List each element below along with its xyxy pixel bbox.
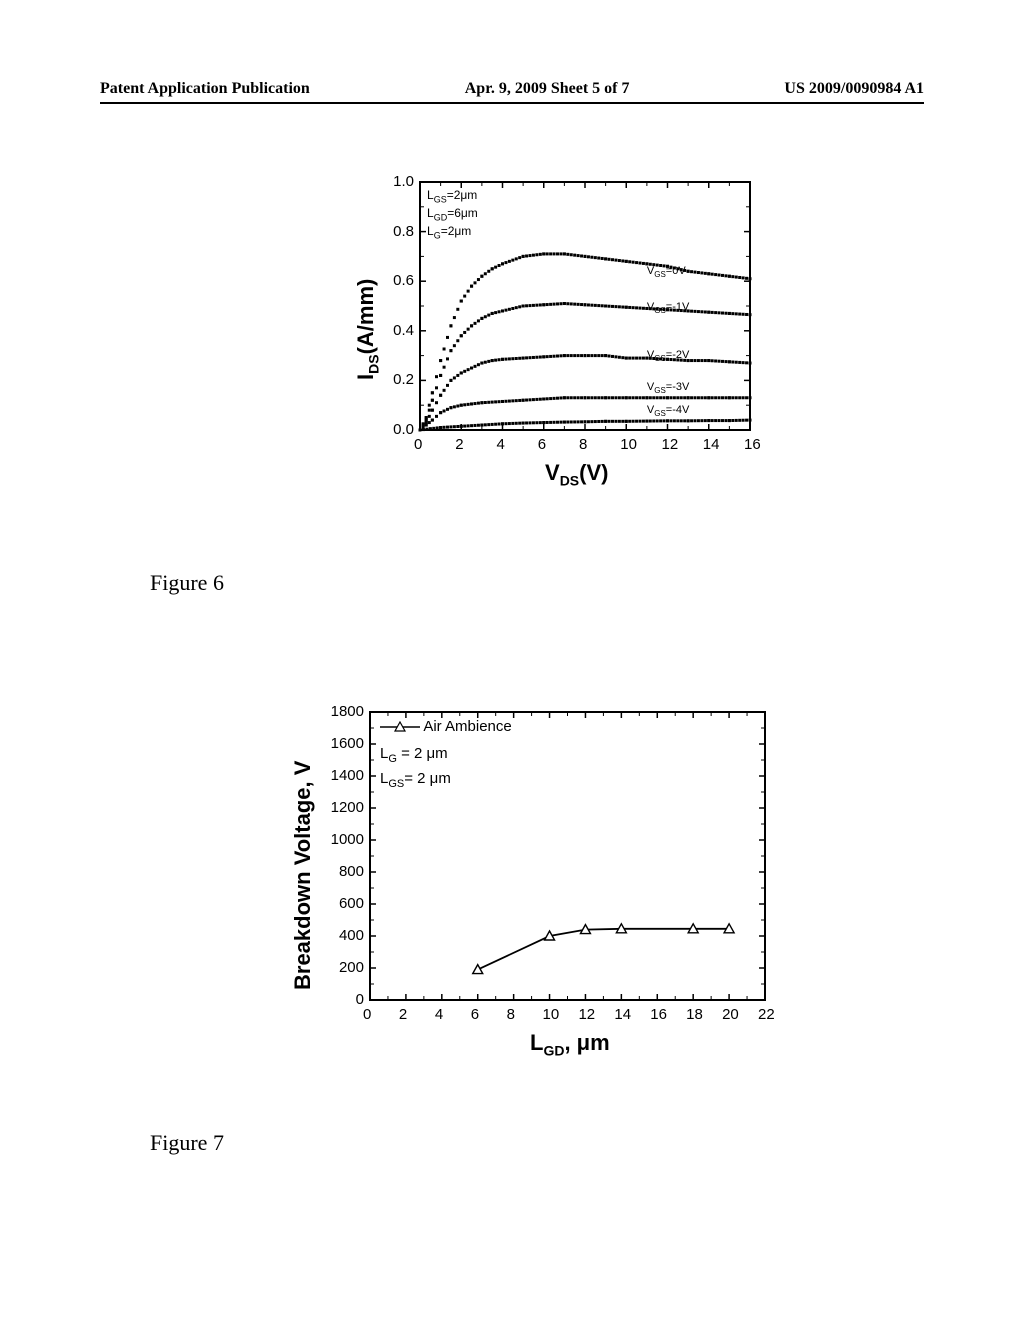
header-center: Apr. 9, 2009 Sheet 5 of 7 <box>465 80 630 98</box>
header-left: Patent Application Publication <box>100 80 310 98</box>
figure7-xtick: 14 <box>614 1006 631 1023</box>
figure6-anno-lgd: LGD=6μm <box>427 206 478 222</box>
figure6-ytick: 0.4 <box>393 322 414 339</box>
figure6-series-label: VGS=0V <box>647 265 686 279</box>
figure7-ytick: 1200 <box>331 799 364 816</box>
figure7-xtick: 10 <box>543 1006 560 1023</box>
figure6-series-label: VGS=-1V <box>647 301 689 315</box>
figure7-ytick: 1600 <box>331 735 364 752</box>
figure7-ytick: 200 <box>339 959 364 976</box>
figure6-xtick: 4 <box>497 436 505 453</box>
figure6-ytick: 0.2 <box>393 371 414 388</box>
figure7-legend: Air Ambience <box>380 718 512 735</box>
figure7-xtick: 18 <box>686 1006 703 1023</box>
figure6-xtick: 6 <box>538 436 546 453</box>
figure7-ytick: 400 <box>339 927 364 944</box>
figure6-chart: IDS(A/mm) 0.00.20.40.60.81.0 02468101214… <box>345 170 765 460</box>
figure7-ytick: 600 <box>339 895 364 912</box>
figure6-block: IDS(A/mm) 0.00.20.40.60.81.0 02468101214… <box>345 170 765 510</box>
figure6-ytick: 1.0 <box>393 173 414 190</box>
figure6-series-label: VGS=-3V <box>647 381 689 395</box>
figure6-series-label: VGS=-4V <box>647 404 689 418</box>
figure7-ytick: 1400 <box>331 767 364 784</box>
figure7-xtick: 0 <box>363 1006 371 1023</box>
figure7-chart: Breakdown Voltage, V 0200400600800100012… <box>280 700 780 1030</box>
figure7-xtick: 6 <box>471 1006 479 1023</box>
header-divider <box>100 102 924 104</box>
figure7-xtick: 2 <box>399 1006 407 1023</box>
figure7-xlabel: LGD, μm <box>530 1030 610 1058</box>
figure6-anno-lgs: LGS=2μm <box>427 188 477 204</box>
figure6-xtick: 16 <box>744 436 761 453</box>
figure7-xtick: 12 <box>578 1006 595 1023</box>
figure7-anno-lgs: LGS= 2 μm <box>380 770 451 790</box>
figure6-xtick: 8 <box>579 436 587 453</box>
figure7-ytick: 800 <box>339 863 364 880</box>
figure6-xlabel: VDS(V) <box>545 460 608 488</box>
figure6-xtick: 2 <box>455 436 463 453</box>
figure6-xtick: 14 <box>703 436 720 453</box>
figure6-xtick: 12 <box>662 436 679 453</box>
figure7-ytick: 1800 <box>331 703 364 720</box>
figure7-xtick: 16 <box>650 1006 667 1023</box>
figure7-xtick: 4 <box>435 1006 443 1023</box>
figure6-ytick: 0.6 <box>393 272 414 289</box>
figure6-anno-lg: LG=2μm <box>427 224 471 240</box>
figure6-ytick: 0.0 <box>393 421 414 438</box>
figure6-svg <box>345 170 765 460</box>
figure6-ytick: 0.8 <box>393 223 414 240</box>
figure6-xtick: 10 <box>620 436 637 453</box>
header-right: US 2009/0090984 A1 <box>784 80 924 98</box>
figure7-xtick: 20 <box>722 1006 739 1023</box>
figure7-anno-lg: LG = 2 μm <box>380 745 448 765</box>
figure6-caption: Figure 6 <box>150 570 224 596</box>
page-header: Patent Application Publication Apr. 9, 2… <box>0 80 1024 98</box>
figure7-block: Breakdown Voltage, V 0200400600800100012… <box>280 700 780 1080</box>
figure7-ytick: 1000 <box>331 831 364 848</box>
figure6-xtick: 0 <box>414 436 422 453</box>
figure6-series-label: VGS=-2V <box>647 349 689 363</box>
figure7-xtick: 8 <box>507 1006 515 1023</box>
figure7-xtick: 22 <box>758 1006 775 1023</box>
figure7-caption: Figure 7 <box>150 1130 224 1156</box>
